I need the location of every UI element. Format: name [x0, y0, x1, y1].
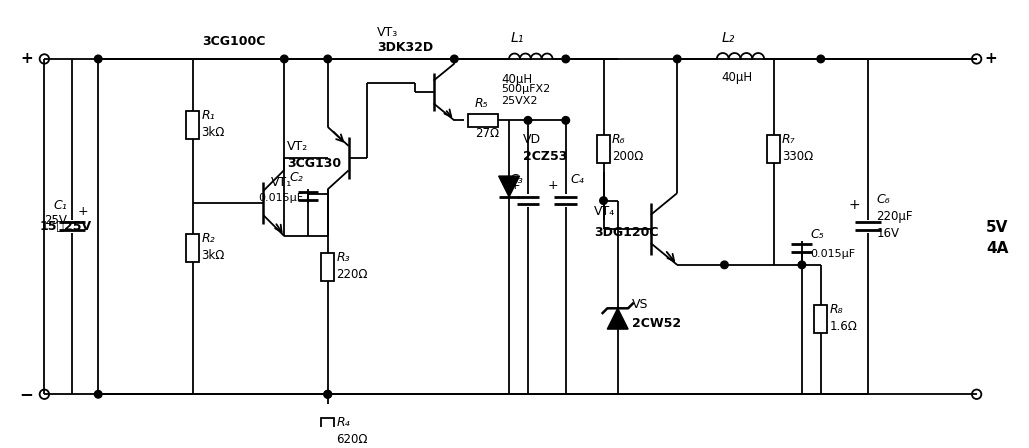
- Circle shape: [720, 261, 729, 269]
- Circle shape: [324, 391, 331, 398]
- Text: C₁: C₁: [54, 199, 67, 212]
- Circle shape: [562, 116, 569, 124]
- Text: VD: VD: [524, 133, 541, 146]
- Text: R₄: R₄: [336, 416, 350, 429]
- Text: R₈: R₈: [829, 303, 843, 316]
- Text: 16V: 16V: [877, 227, 899, 240]
- Text: 2CZ53: 2CZ53: [524, 150, 568, 163]
- Text: R₁: R₁: [201, 109, 215, 122]
- Bar: [467, 114, 498, 127]
- Text: C₂: C₂: [289, 171, 304, 184]
- Bar: [321, 418, 334, 446]
- Circle shape: [524, 116, 532, 124]
- Text: 220Ω: 220Ω: [336, 268, 367, 281]
- Text: 15～25V: 15～25V: [40, 220, 92, 233]
- Text: C₅: C₅: [811, 228, 824, 241]
- Bar: [321, 253, 334, 281]
- Text: 40μH: 40μH: [501, 73, 533, 86]
- Bar: [597, 134, 610, 163]
- Text: 3DG120C: 3DG120C: [594, 226, 659, 239]
- Circle shape: [95, 55, 102, 63]
- Text: R₇: R₇: [782, 133, 795, 146]
- Circle shape: [95, 391, 102, 398]
- Text: 0.015μF: 0.015μF: [258, 193, 304, 203]
- Circle shape: [451, 55, 458, 63]
- Text: VT₃: VT₃: [377, 26, 398, 39]
- Polygon shape: [607, 308, 628, 329]
- Circle shape: [324, 55, 331, 63]
- Text: R₅: R₅: [475, 97, 489, 110]
- Text: 3kΩ: 3kΩ: [201, 249, 224, 262]
- Text: C₄: C₄: [570, 173, 584, 186]
- Text: L₂: L₂: [721, 31, 735, 45]
- Text: +: +: [77, 205, 88, 218]
- Text: 5V
4A: 5V 4A: [986, 220, 1008, 256]
- Text: +: +: [849, 198, 860, 212]
- Circle shape: [817, 55, 824, 63]
- Text: 500μFX2
25VX2: 500μFX2 25VX2: [501, 84, 551, 106]
- Text: 1.6Ω: 1.6Ω: [829, 320, 857, 333]
- Bar: [814, 305, 827, 333]
- Polygon shape: [499, 176, 520, 197]
- Text: 25V: 25V: [44, 214, 67, 227]
- Bar: [186, 234, 200, 262]
- Text: 200Ω: 200Ω: [612, 150, 643, 163]
- Circle shape: [281, 55, 288, 63]
- Text: +: +: [509, 179, 521, 192]
- Circle shape: [799, 261, 806, 269]
- Text: 3CG130: 3CG130: [287, 157, 342, 170]
- Circle shape: [600, 197, 607, 204]
- Bar: [767, 134, 780, 163]
- Text: R₃: R₃: [336, 251, 350, 264]
- Text: C₃: C₃: [509, 173, 524, 186]
- Text: 0.015μF: 0.015μF: [811, 249, 855, 258]
- Text: +: +: [21, 52, 33, 66]
- Text: −: −: [20, 385, 33, 403]
- Text: +: +: [984, 52, 997, 66]
- Text: 330Ω: 330Ω: [782, 150, 813, 163]
- Text: 40μH: 40μH: [721, 71, 753, 84]
- Text: VT₁: VT₁: [271, 176, 292, 189]
- Text: L₁: L₁: [511, 31, 525, 45]
- Text: C₆: C₆: [877, 193, 890, 206]
- Text: R₂: R₂: [201, 232, 215, 245]
- Circle shape: [324, 391, 331, 398]
- Circle shape: [562, 55, 569, 63]
- Text: R₆: R₆: [612, 133, 626, 146]
- Text: 2CW52: 2CW52: [632, 317, 681, 330]
- Text: VT₄: VT₄: [594, 206, 615, 219]
- Text: 3DK32D: 3DK32D: [377, 41, 433, 54]
- Circle shape: [673, 55, 681, 63]
- Text: 620Ω: 620Ω: [336, 433, 367, 446]
- Text: 27Ω: 27Ω: [475, 127, 499, 140]
- Text: 3kΩ: 3kΩ: [201, 126, 224, 139]
- Text: 3CG100C: 3CG100C: [202, 35, 265, 48]
- Text: VT₂: VT₂: [287, 140, 309, 153]
- Text: 220μF: 220μF: [877, 210, 913, 223]
- Text: +: +: [547, 179, 558, 192]
- Text: VS: VS: [632, 298, 648, 311]
- Bar: [186, 111, 200, 139]
